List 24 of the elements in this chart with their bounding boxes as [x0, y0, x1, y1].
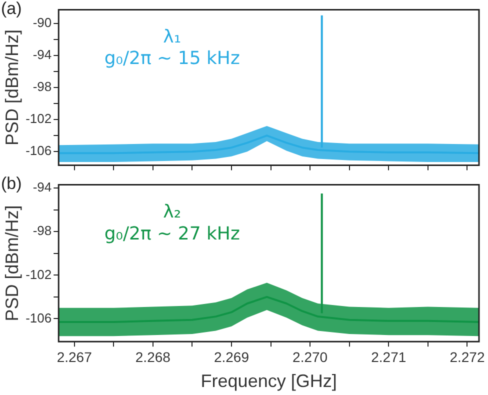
x-tick-label: 2.272	[450, 348, 485, 365]
y-tick-label: -98	[32, 223, 52, 238]
y-tick-label: -106	[26, 143, 52, 158]
annotation: λ₂	[163, 202, 182, 223]
y-tick-label: -102	[26, 266, 52, 282]
x-tick-label: 2.271	[371, 348, 406, 365]
x-tick-label: 2.267	[56, 348, 92, 365]
y-axis-title: PSD [dBm/Hz]	[2, 29, 22, 146]
annotation: g₀/2π ~ 27 kHz	[104, 224, 240, 245]
y-tick-label: -106	[26, 310, 52, 326]
x-tick-label: 2.270	[292, 348, 328, 365]
annotation: g₀/2π ~ 15 kHz	[104, 48, 240, 70]
y-tick-label: -90	[32, 14, 52, 30]
x-tick-label: 2.268	[135, 348, 171, 365]
y-tick-label: -94	[32, 47, 52, 62]
x-tick-label: 2.269	[214, 348, 250, 365]
y-tick-label: -94	[32, 180, 52, 195]
text: (b)	[1, 174, 22, 194]
annotation: λ₁	[163, 26, 182, 48]
text: (a)	[1, 0, 22, 18]
x-axis-title: Frequency [GHz]	[200, 371, 337, 392]
y-tick-label: -102	[26, 111, 52, 126]
y-tick-label: -98	[32, 79, 52, 94]
y-axis-title: PSD [dBm/Hz]	[2, 205, 22, 322]
